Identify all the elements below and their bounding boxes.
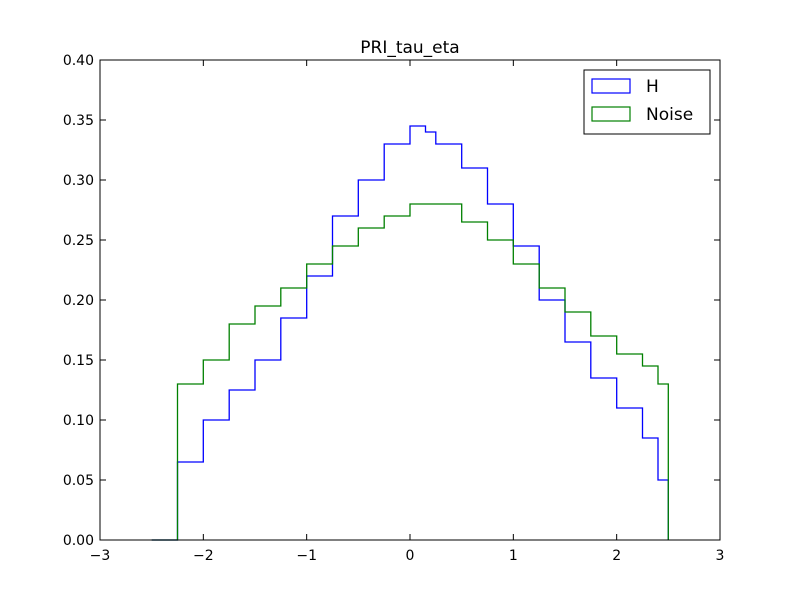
y-tick-label: 0.15 xyxy=(63,353,94,369)
series-layer xyxy=(152,126,669,540)
x-tick-label: −2 xyxy=(193,548,214,564)
x-tick-label: 0 xyxy=(406,548,415,564)
y-tick-label: 0.40 xyxy=(63,53,94,69)
x-tick-label: −3 xyxy=(90,548,111,564)
y-tick-label: 0.25 xyxy=(63,233,94,249)
y-tick-label: 0.20 xyxy=(63,293,94,309)
y-tick-label: 0.00 xyxy=(63,533,94,549)
chart-title: PRI_tau_eta xyxy=(360,38,459,58)
legend-label-h: H xyxy=(646,77,659,97)
legend: H Noise xyxy=(584,70,710,134)
legend-label-noise: Noise xyxy=(646,105,693,125)
y-tick-label: 0.10 xyxy=(63,413,94,429)
y-tick-label: 0.35 xyxy=(63,113,94,129)
x-tick-label: 1 xyxy=(509,548,518,564)
y-tick-label: 0.05 xyxy=(63,473,94,489)
x-tick-label: −1 xyxy=(296,548,317,564)
x-tick-label: 2 xyxy=(612,548,621,564)
y-tick-label: 0.30 xyxy=(63,173,94,189)
x-tick-label: 3 xyxy=(716,548,725,564)
